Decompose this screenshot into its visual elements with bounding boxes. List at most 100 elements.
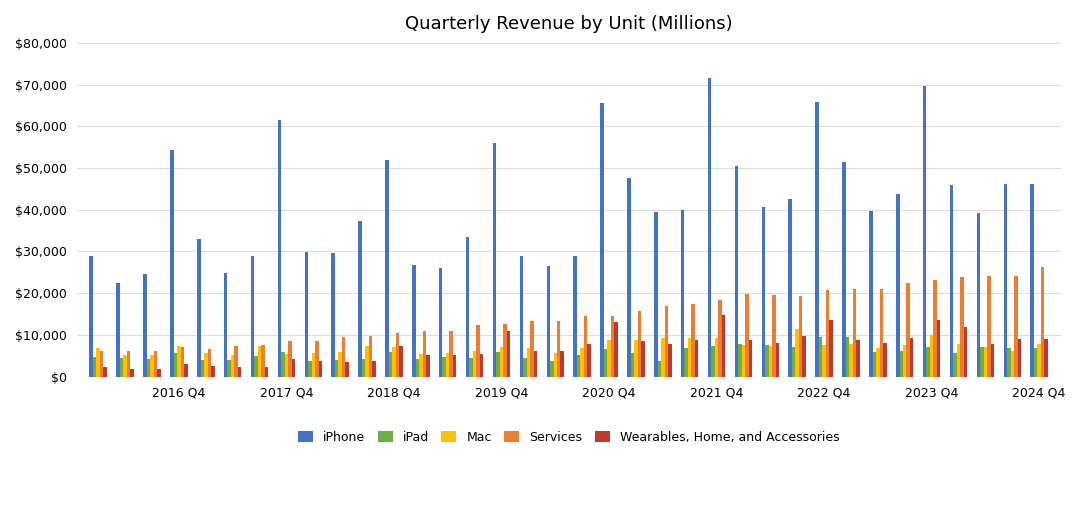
Bar xyxy=(879,289,883,377)
Bar xyxy=(1018,339,1021,377)
Bar xyxy=(369,336,372,377)
Bar xyxy=(601,103,604,377)
Bar xyxy=(173,353,177,377)
Bar xyxy=(722,315,725,377)
Bar xyxy=(255,356,258,377)
Bar xyxy=(818,337,823,377)
Bar xyxy=(90,256,93,377)
Bar xyxy=(826,290,829,377)
Bar xyxy=(829,320,833,377)
Bar xyxy=(628,178,631,377)
Bar xyxy=(658,361,661,377)
Bar xyxy=(258,346,261,377)
Bar xyxy=(577,355,580,377)
Bar xyxy=(896,194,900,377)
Bar xyxy=(503,323,506,377)
Bar xyxy=(580,348,584,377)
Bar xyxy=(530,321,533,377)
Bar xyxy=(708,78,711,377)
Bar xyxy=(634,340,637,377)
Bar xyxy=(116,283,120,377)
Bar xyxy=(389,352,392,377)
Bar xyxy=(197,239,201,377)
Bar xyxy=(664,306,668,377)
Bar xyxy=(519,256,524,377)
Bar xyxy=(392,347,396,377)
Bar xyxy=(991,344,994,377)
Bar xyxy=(869,211,873,377)
Bar xyxy=(873,352,876,377)
Bar xyxy=(446,353,450,377)
Bar xyxy=(476,325,480,377)
Bar xyxy=(900,351,903,377)
Bar xyxy=(909,338,914,377)
Bar xyxy=(130,369,133,377)
Bar xyxy=(480,353,483,377)
Bar xyxy=(883,343,887,377)
Bar xyxy=(637,311,641,377)
Bar xyxy=(842,162,846,377)
Bar xyxy=(506,331,511,377)
Bar xyxy=(184,364,188,377)
Bar xyxy=(1010,351,1014,377)
Bar xyxy=(127,351,130,377)
Bar xyxy=(977,212,980,377)
Bar xyxy=(554,353,557,377)
Bar xyxy=(772,295,775,377)
Bar xyxy=(365,346,369,377)
Bar xyxy=(610,316,615,377)
Bar xyxy=(983,347,988,377)
Bar xyxy=(332,254,335,377)
Bar xyxy=(856,340,860,377)
Bar xyxy=(450,331,453,377)
Bar xyxy=(681,210,684,377)
Bar xyxy=(278,120,281,377)
Bar xyxy=(749,340,752,377)
Bar xyxy=(607,340,610,377)
Bar xyxy=(953,353,957,377)
Bar xyxy=(1044,339,1048,377)
Bar xyxy=(442,357,446,377)
Bar xyxy=(533,351,537,377)
Bar xyxy=(285,353,288,377)
Bar xyxy=(473,351,476,377)
Bar xyxy=(426,355,429,377)
Bar xyxy=(151,355,154,377)
Bar xyxy=(100,351,103,377)
Bar xyxy=(695,340,698,377)
Bar xyxy=(692,304,695,377)
Bar xyxy=(799,297,802,377)
Bar xyxy=(359,222,362,377)
Bar xyxy=(584,316,588,377)
Bar xyxy=(1041,267,1044,377)
Bar xyxy=(922,86,927,377)
Bar xyxy=(765,345,769,377)
Bar xyxy=(224,273,228,377)
Bar xyxy=(177,346,181,377)
Bar xyxy=(335,360,338,377)
Bar xyxy=(228,360,231,377)
Bar xyxy=(415,359,420,377)
Bar xyxy=(96,348,100,377)
Bar xyxy=(960,277,964,377)
Bar xyxy=(264,367,268,377)
Bar xyxy=(207,349,211,377)
Bar xyxy=(573,256,577,377)
Bar xyxy=(399,346,402,377)
Bar xyxy=(738,344,741,377)
Bar xyxy=(204,353,207,377)
Bar xyxy=(231,355,234,377)
Bar xyxy=(957,344,960,377)
Bar xyxy=(796,329,799,377)
Bar xyxy=(688,338,692,377)
Bar xyxy=(980,347,983,377)
Bar xyxy=(420,353,423,377)
Bar xyxy=(423,331,426,377)
Bar xyxy=(631,353,634,377)
Bar xyxy=(93,357,96,377)
Bar xyxy=(154,351,157,377)
Bar xyxy=(876,348,879,377)
Bar xyxy=(1014,276,1018,377)
Bar xyxy=(557,321,560,377)
Bar xyxy=(933,280,937,377)
